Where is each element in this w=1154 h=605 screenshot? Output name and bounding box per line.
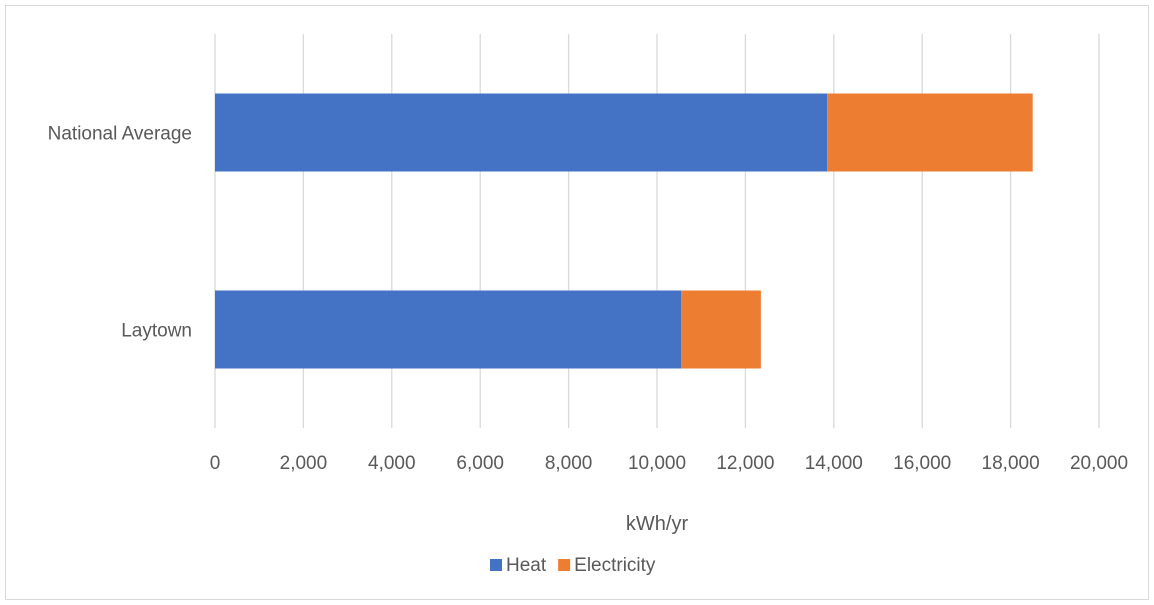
- x-tick-labels: 0 2,000 4,000 6,000 8,000 10,000 12,000 14,000 1…: [210, 453, 1128, 474]
- x-tick-label: 20,000: [1070, 453, 1128, 474]
- x-tick-label: 4,000: [368, 453, 416, 474]
- category-labels: National Average Laytown: [48, 124, 192, 342]
- bar-electricity: [681, 290, 761, 369]
- x-tick-label: 12,000: [716, 453, 774, 474]
- x-tick-label: 0: [210, 453, 221, 474]
- x-tick-label: 8,000: [545, 453, 593, 474]
- x-tick-label: 6,000: [456, 453, 504, 474]
- gridlines: [214, 34, 1100, 428]
- x-tick-label: 14,000: [805, 453, 863, 474]
- bar-electricity: [827, 93, 1033, 172]
- category-label: National Average: [48, 124, 192, 145]
- x-tick-label: 18,000: [982, 453, 1040, 474]
- bar-heat: [215, 93, 828, 172]
- legend: Heat Electricity: [490, 555, 656, 576]
- legend-label: Heat: [506, 555, 547, 576]
- legend-label: Electricity: [574, 555, 656, 576]
- x-tick-label: 10,000: [628, 453, 686, 474]
- legend-swatch: [558, 559, 571, 571]
- category-label: Laytown: [121, 321, 192, 342]
- bar-heat: [215, 290, 682, 369]
- legend-swatch: [490, 559, 502, 571]
- x-tick-label: 2,000: [280, 453, 328, 474]
- x-axis-title: kWh/yr: [626, 513, 689, 535]
- bars: [215, 93, 1033, 369]
- x-tick-label: 16,000: [893, 453, 951, 474]
